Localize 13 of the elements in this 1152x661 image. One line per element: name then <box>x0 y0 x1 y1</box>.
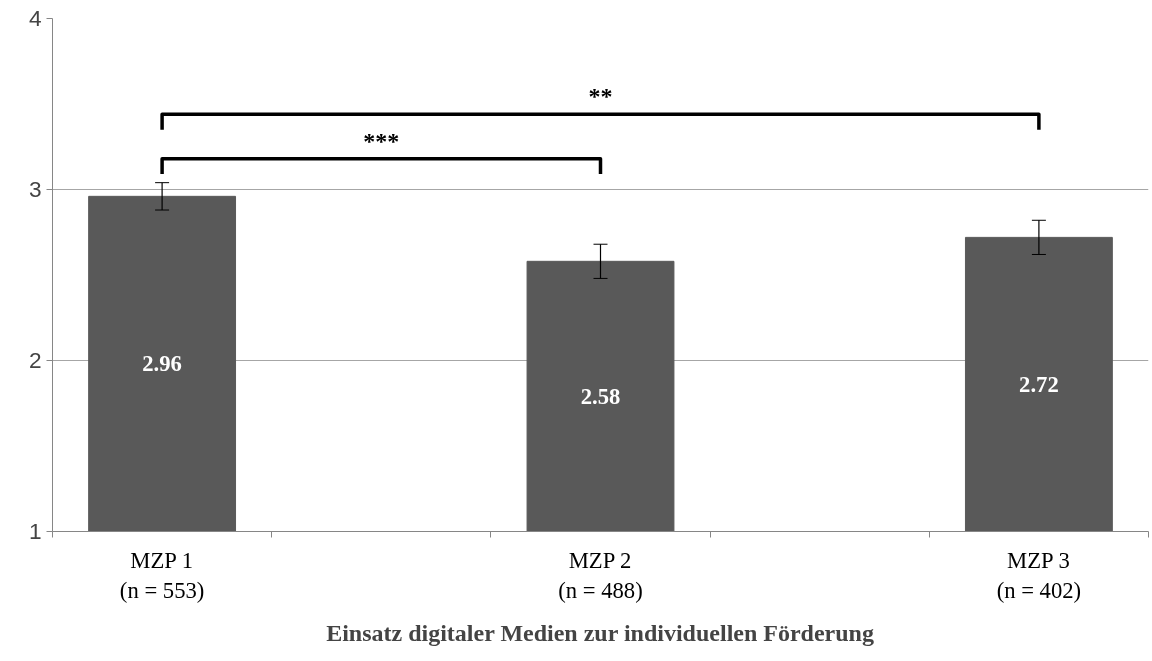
y-tick-label: 3 <box>28 176 42 202</box>
x-tick-label: MZP 3 (n = 402) <box>996 547 1082 603</box>
annotation: *** <box>363 127 400 154</box>
y-tick-label: 1 <box>28 518 42 544</box>
y-tick-label: 2 <box>28 347 42 373</box>
annotation: ** <box>588 83 613 110</box>
x-tick-label: MZP 2 (n = 488) <box>558 547 643 603</box>
y-tick-label: 4 <box>28 5 42 31</box>
x-tick-label: MZP 1 (n = 553) <box>119 547 205 603</box>
x-axis-title: Einsatz digitaler Medien zur individuellen Förderung <box>326 619 874 646</box>
data-label: 2.58 <box>580 383 621 409</box>
data-label: 2.96 <box>142 351 182 377</box>
data-label: 2.72 <box>1019 371 1059 397</box>
